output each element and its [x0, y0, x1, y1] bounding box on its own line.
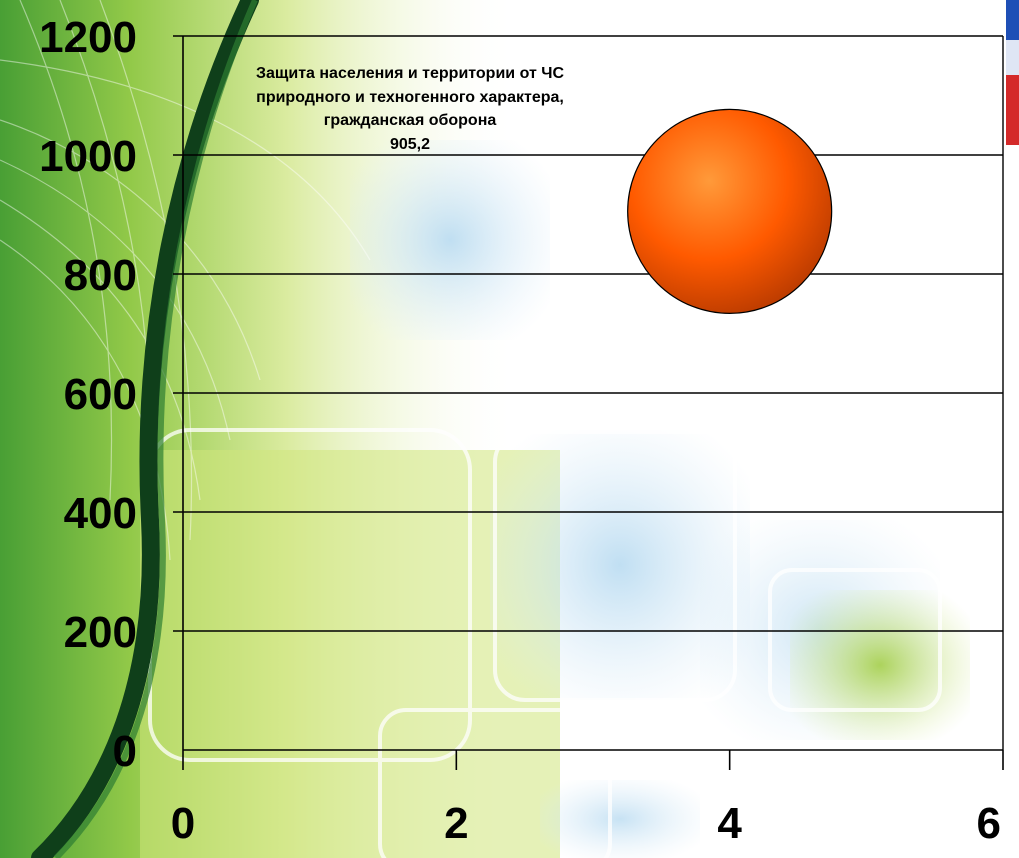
- axes: [182, 36, 1004, 770]
- y-tick-label-1200: 1200: [39, 13, 137, 62]
- x-tick-label-6: 6: [977, 799, 1001, 848]
- data-label-category: Защита населения и территории от ЧС прир…: [255, 65, 565, 129]
- y-axis-tick-labels: 0 200 400 600 800 1000 1200: [39, 13, 137, 776]
- y-tick-label-200: 200: [64, 608, 137, 657]
- data-label-value: 905,2: [389, 135, 431, 153]
- x-tick-label-2: 2: [444, 799, 468, 848]
- x-tick-label-4: 4: [717, 799, 742, 848]
- gridlines: [173, 35, 1003, 632]
- data-label: Защита населения и территории от ЧС прир…: [250, 62, 570, 156]
- y-tick-label-400: 400: [64, 489, 137, 538]
- bubble-point-0: [627, 108, 833, 315]
- data-points: [627, 108, 833, 315]
- y-tick-label-600: 600: [64, 370, 137, 419]
- y-tick-label-1000: 1000: [39, 132, 137, 181]
- y-tick-label-0: 0: [113, 727, 137, 776]
- x-tick-label-0: 0: [171, 799, 195, 848]
- x-axis-tick-labels: 0 2 4 6: [171, 799, 1001, 848]
- y-tick-label-800: 800: [64, 251, 137, 300]
